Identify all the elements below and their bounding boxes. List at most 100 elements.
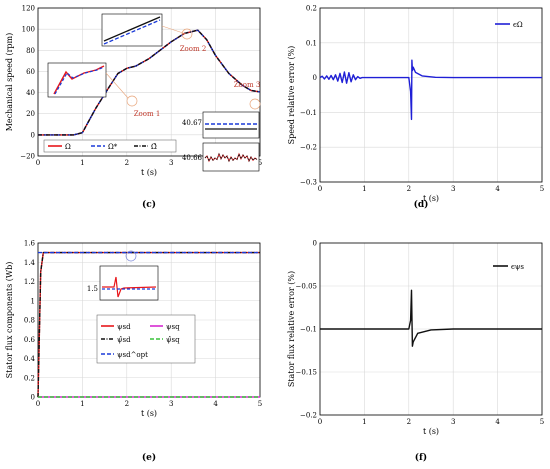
y-tick-label: 0.2 xyxy=(306,5,317,13)
y-axis-label: Stator flux components (Wb) xyxy=(5,262,14,379)
zoom-annotation: Zoom 2 xyxy=(180,45,207,53)
legend-entry: ψsd xyxy=(117,323,131,331)
legend-entry: Ω xyxy=(65,143,71,151)
x-tick-label: 5 xyxy=(540,418,544,426)
x-tick-label: 3 xyxy=(169,159,173,167)
x-axis-label: t (s) xyxy=(423,427,439,436)
inset-line xyxy=(54,66,105,95)
x-tick-label: 4 xyxy=(495,185,500,193)
y-tick-label: −0.2 xyxy=(300,144,317,152)
zoom-annotation: Zoom 3 xyxy=(234,81,261,89)
legend-box xyxy=(43,139,177,153)
legend-entry: ψsq xyxy=(166,323,180,331)
y-tick-label: −20 xyxy=(20,153,35,161)
zoom-circle xyxy=(125,250,137,262)
chart-f: 0 1 2 3 4 5 −0.2 −0.15 −0.1 −0.05 0 t (s) Stator flu… xyxy=(287,240,544,464)
y-tick-label: 20 xyxy=(26,110,35,118)
panel-caption: (e) xyxy=(142,452,156,463)
plot-frame xyxy=(319,7,543,183)
chart-c-extras: Ω Ω* Ω̂ Zoom 1 Zoom 2 Zoom 3 40.67 40.66 xyxy=(43,13,261,172)
x-tick-label: 5 xyxy=(258,400,262,408)
plot-frame xyxy=(37,7,261,157)
y-tick-label: 0.2 xyxy=(24,374,35,382)
y-axis-label: Speed relative error (%) xyxy=(287,46,296,145)
y-tick-label: 0 xyxy=(313,240,317,248)
x-tick-label: 3 xyxy=(451,185,455,193)
y-tick-label: −0.2 xyxy=(300,412,317,420)
y-tick-label: 40 xyxy=(26,89,35,97)
inset-connector xyxy=(161,25,187,35)
inset-box xyxy=(47,62,107,98)
y-tick-label: 0.6 xyxy=(24,336,36,344)
x-axis-label: t (s) xyxy=(141,409,157,418)
inset-line xyxy=(103,16,161,42)
x-tick-label: 2 xyxy=(407,418,411,426)
x-tick-label: 1 xyxy=(80,400,84,408)
y-tick-label: 0 xyxy=(313,74,317,82)
legend-entry: Ω̂ xyxy=(151,142,157,151)
y-tick-label: 0.4 xyxy=(24,355,36,363)
chart-e-extras: ψsd ψsq ψ̂sd ψ̂sq ψsd^opt 1.5 xyxy=(87,250,196,364)
x-tick-label: 2 xyxy=(125,400,129,408)
series-line-0 xyxy=(320,289,542,347)
y-tick-label: −0.1 xyxy=(300,326,317,334)
inset-line xyxy=(103,19,161,45)
zoom-annotation: Zoom 1 xyxy=(134,110,161,118)
series-line-0 xyxy=(37,251,260,398)
y-tick-label: 0 xyxy=(31,394,35,402)
legend-entry: ψsd^opt xyxy=(117,351,148,359)
zoom-circle xyxy=(249,98,261,110)
legend-entry: ϵψs xyxy=(511,263,524,271)
inset-box xyxy=(202,111,260,139)
y-tick-label: −0.05 xyxy=(296,283,317,291)
series-line-0 xyxy=(319,59,542,121)
x-tick-label: 0 xyxy=(318,185,322,193)
legend-entry: ψ̂sd xyxy=(117,335,131,344)
panel-caption: (d) xyxy=(414,199,429,210)
inset-tick-label: 40.67 xyxy=(182,119,202,127)
x-tick-label: 3 xyxy=(451,418,455,426)
x-tick-label: 0 xyxy=(36,400,40,408)
x-tick-label: 3 xyxy=(169,400,173,408)
inset-line xyxy=(204,152,258,162)
inset-box xyxy=(99,265,159,301)
x-tick-label: 4 xyxy=(495,418,500,426)
inset-tick-label: 40.66 xyxy=(182,154,203,162)
panel-caption: (c) xyxy=(142,199,156,210)
chart-f-extras: ϵψs xyxy=(493,263,524,271)
y-tick-label: −0.15 xyxy=(296,369,317,377)
y-tick-label: 120 xyxy=(22,5,35,13)
zoom-circle xyxy=(181,28,193,40)
y-tick-label: 1.2 xyxy=(24,278,35,286)
y-tick-label: 60 xyxy=(26,68,35,76)
x-tick-label: 1 xyxy=(362,418,366,426)
y-tick-label: 1.4 xyxy=(24,259,36,267)
legend-entry: ϵΩ xyxy=(513,21,523,29)
x-tick-label: 2 xyxy=(125,159,129,167)
y-tick-label: 100 xyxy=(22,26,35,34)
y-tick-label: −0.3 xyxy=(300,179,317,187)
y-axis-label: Mechanical speed (rpm) xyxy=(5,33,14,132)
x-tick-label: 1 xyxy=(362,185,366,193)
series-line-2 xyxy=(38,29,261,136)
y-tick-label: 0.8 xyxy=(24,317,35,325)
legend-entry: ψ̂sq xyxy=(166,335,180,344)
x-tick-label: 1 xyxy=(80,159,84,167)
x-tick-label: 0 xyxy=(318,418,322,426)
chart-d-extras: ϵΩ xyxy=(495,21,523,29)
x-tick-label: 2 xyxy=(407,185,411,193)
y-tick-label: 80 xyxy=(26,47,35,55)
y-tick-label: 0.1 xyxy=(306,39,317,47)
inset-line xyxy=(102,276,157,298)
inset-tick-label: 1.5 xyxy=(87,285,98,293)
y-tick-label: 1 xyxy=(31,297,35,305)
y-tick-label: 0 xyxy=(31,131,35,139)
legend-entry: Ω* xyxy=(108,143,118,151)
x-axis-label: t (s) xyxy=(423,194,439,203)
x-tick-label: 4 xyxy=(213,400,218,408)
x-tick-label: 5 xyxy=(540,185,544,193)
x-tick-label: 5 xyxy=(258,159,262,167)
panel-caption: (f) xyxy=(415,452,427,463)
legend-box xyxy=(96,314,196,364)
